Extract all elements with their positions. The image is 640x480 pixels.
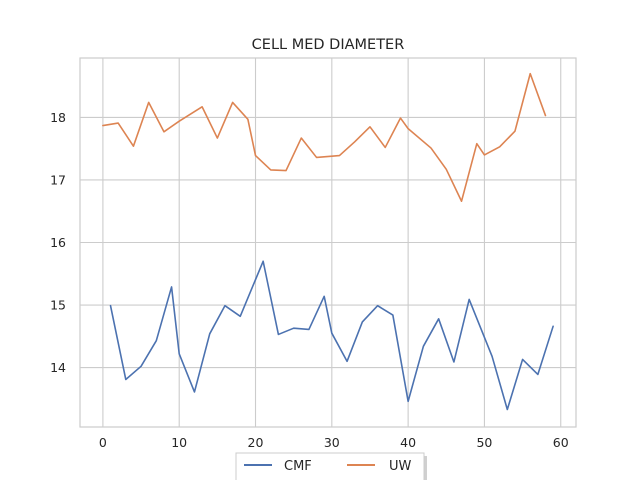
chart-title: CELL MED DIAMETER [252, 37, 405, 53]
x-tick-label: 40 [400, 435, 416, 450]
legend-label-cmf: CMF [284, 459, 312, 474]
x-tick-label: 30 [324, 435, 340, 450]
y-axis-ticks: 14 15 16 17 18 [50, 110, 66, 375]
y-tick-label: 16 [50, 235, 66, 250]
legend: CMF UW [235, 452, 427, 480]
legend-box [235, 452, 425, 480]
y-tick-label: 15 [50, 298, 66, 313]
series-line-cmf [109, 260, 554, 411]
legend-label-uw: UW [389, 459, 412, 474]
series-line-uw [102, 72, 547, 203]
x-tick-label: 50 [476, 435, 492, 450]
series-layer [102, 72, 554, 411]
x-tick-label: 60 [553, 435, 569, 450]
x-tick-label: 10 [171, 435, 187, 450]
y-tick-label: 14 [50, 360, 66, 375]
y-tick-label: 18 [50, 110, 66, 125]
plot-area-frame [79, 57, 577, 428]
y-tick-label: 17 [50, 172, 66, 187]
x-tick-label: 0 [99, 435, 107, 450]
x-axis-ticks: 0 10 20 30 40 50 60 [99, 435, 569, 450]
x-tick-label: 20 [248, 435, 264, 450]
grid-lines [80, 58, 576, 427]
